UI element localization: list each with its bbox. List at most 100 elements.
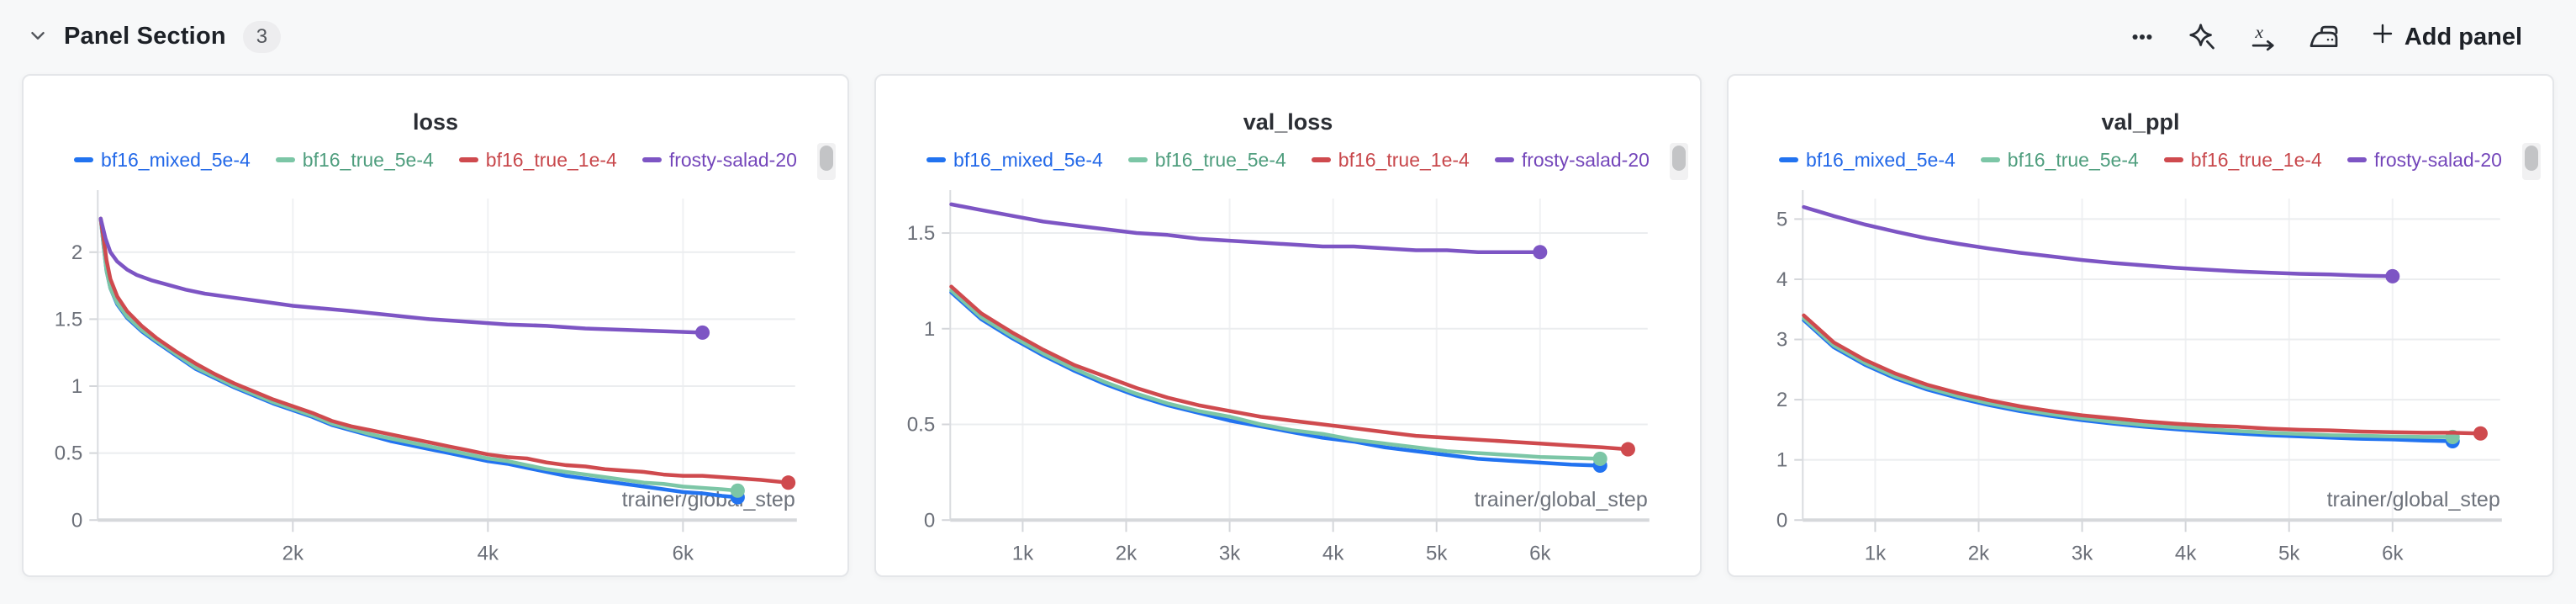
series-endpoint-bf16_true_5e-4[interactable] [1592,451,1607,466]
x-tick-label: 2k [1116,542,1138,564]
legend-marker [641,157,662,162]
legend-marker [1494,157,1514,162]
section-sparkle-button[interactable] [2179,13,2226,61]
series-line-bf16_true_5e-4[interactable] [98,216,740,493]
legend-item-bf16_true_1e-4[interactable]: bf16_true_1e-4 [1311,148,1470,171]
series-line-frosty-salad-20[interactable] [1802,204,2395,278]
legend-item-bf16_mixed_5e-4[interactable]: bf16_mixed_5e-4 [1779,148,1956,171]
section-smoothing-button[interactable] [2300,13,2347,61]
panel-section: Panel Section 3 [0,0,2576,577]
legend-label: bf16_true_1e-4 [1338,148,1470,171]
legend-label: frosty-salad-20 [1521,148,1650,171]
series-endpoint-bf16_true_1e-4[interactable] [1620,442,1635,457]
legend-item-frosty-salad-20[interactable]: frosty-salad-20 [1494,148,1650,171]
panel-title: loss [412,109,459,135]
series-line-frosty-salad-20[interactable] [98,216,705,335]
legend-scrollbar[interactable] [817,143,836,180]
legend-scrollbar-thumb[interactable] [2525,146,2538,171]
y-tick-label: 0.5 [907,414,935,437]
section-collapse-button[interactable] [24,21,52,52]
overflow-menu-icon [2127,22,2157,52]
legend-marker [275,157,295,162]
x-axis-label: trainer/global_step [622,488,795,511]
x-tick-label: 4k [478,542,499,564]
legend-scrollbar-thumb[interactable] [820,146,833,171]
legend-items: bf16_mixed_5e-4 bf16_true_5e-4 bf16_true_1… [876,145,1700,175]
legend-item-bf16_mixed_5e-4[interactable]: bf16_mixed_5e-4 [74,148,251,171]
chart-svg[interactable]: 1k 2k 3k 4k 5k 6k 0 0.5 1 1.5 trainer/global_step [876,178,1700,577]
series-line-frosty-salad-20[interactable] [949,202,1543,255]
x-tick-label: 2k [1968,542,1990,564]
legend-marker [2163,157,2183,162]
y-tick-label: 0 [71,509,82,532]
x-axis-label: trainer/global_step [2327,488,2500,511]
section-xaxis-button[interactable]: x [2240,13,2287,61]
chart-svg[interactable]: 1k 2k 3k 4k 5k 6k 0 1 2 3 4 5 trainer/global_step [1729,178,2552,577]
section-header: Panel Section 3 [0,0,2576,74]
x-axis-settings-icon: x [2247,21,2279,53]
legend-item-bf16_true_5e-4[interactable]: bf16_true_5e-4 [1980,150,2139,170]
x-tick-label: 6k [1529,542,1551,564]
legend-item-bf16_mixed_5e-4[interactable]: bf16_mixed_5e-4 [926,148,1103,171]
panel-legend: bf16_mixed_5e-4 bf16_true_5e-4 bf16_true_1… [24,143,847,180]
y-tick-label: 0.5 [55,442,82,465]
legend-label: bf16_mixed_5e-4 [101,148,251,171]
legend-label: bf16_mixed_5e-4 [1806,148,1956,171]
series-line-bf16_true_1e-4[interactable] [98,216,790,485]
series-endpoint-frosty-salad-20[interactable] [2385,268,2400,283]
y-tick-label: 1.5 [55,308,82,331]
series-line-bf16_mixed_5e-4[interactable] [98,216,740,500]
y-tick-label: 3 [1776,329,1787,352]
legend-label: bf16_true_5e-4 [1154,148,1286,171]
legend-label: bf16_true_5e-4 [302,148,434,171]
panel-title: val_ppl [2101,109,2180,135]
legend-item-frosty-salad-20[interactable]: frosty-salad-20 [641,148,797,171]
panels-row: loss bf16_mixed_5e-4 bf16_true_5e-4 bf16_t… [0,74,2576,577]
legend-item-bf16_true_5e-4[interactable]: bf16_true_5e-4 [275,148,434,171]
x-tick-label: 6k [673,542,694,564]
chart-svg[interactable]: 2k 4k 6k 0 0.5 1 1.5 2 trainer/global_step [24,178,847,577]
legend-scrollbar[interactable] [2522,143,2541,180]
panel-card-loss: loss bf16_mixed_5e-4 bf16_true_5e-4 bf16_t… [22,74,849,577]
plus-icon [2369,20,2396,54]
section-overflow-button[interactable] [2119,13,2166,61]
x-tick-label: 6k [2382,542,2404,564]
sparkle-icon [2187,21,2219,53]
x-tick-label: 1k [1865,542,1887,564]
legend-marker [2346,157,2367,162]
legend-marker [1980,157,2000,162]
series-line-bf16_true_5e-4[interactable] [1802,316,2455,439]
y-tick-label: 4 [1776,268,1787,291]
section-title: Panel Section [64,23,226,50]
series-line-bf16_true_5e-4[interactable] [949,289,1602,461]
y-tick-label: 1 [924,318,935,341]
series-endpoint-frosty-salad-20[interactable] [1533,245,1548,260]
legend-marker [1311,157,1331,162]
x-tick-label: 3k [2072,542,2093,564]
series-endpoint-bf16_true_1e-4[interactable] [781,475,796,490]
panel-count-badge: 3 [242,20,282,54]
series-endpoint-frosty-salad-20[interactable] [695,325,710,340]
x-tick-label: 3k [1219,542,1241,564]
y-tick-label: 5 [1776,208,1787,230]
legend-label: bf16_mixed_5e-4 [953,148,1103,171]
x-axis-label: trainer/global_step [1475,488,1648,511]
add-panel-button[interactable]: Add panel [2361,15,2531,59]
series-line-bf16_true_1e-4[interactable] [949,284,1630,452]
legend-scrollbar[interactable] [1670,143,1688,180]
legend-label: frosty-salad-20 [668,148,797,171]
legend-item-bf16_true_5e-4[interactable]: bf16_true_5e-4 [1127,148,1286,171]
legend-label: frosty-salad-20 [2373,148,2502,171]
series-line-bf16_true_1e-4[interactable] [1802,313,2483,436]
x-tick-label: 2k [282,542,304,564]
series-endpoint-bf16_true_1e-4[interactable] [2473,426,2488,441]
legend-scrollbar-thumb[interactable] [1672,146,1686,171]
x-tick-label: 4k [1322,542,1344,564]
y-tick-label: 1 [71,375,82,398]
svg-text:x: x [2254,22,2263,42]
legend-item-bf16_true_1e-4[interactable]: bf16_true_1e-4 [2163,150,2322,170]
legend-marker [1127,157,1148,162]
legend-item-frosty-salad-20[interactable]: frosty-salad-20 [2346,148,2502,171]
series-endpoint-bf16_true_5e-4[interactable] [730,483,745,498]
legend-item-bf16_true_1e-4[interactable]: bf16_true_1e-4 [458,150,617,170]
